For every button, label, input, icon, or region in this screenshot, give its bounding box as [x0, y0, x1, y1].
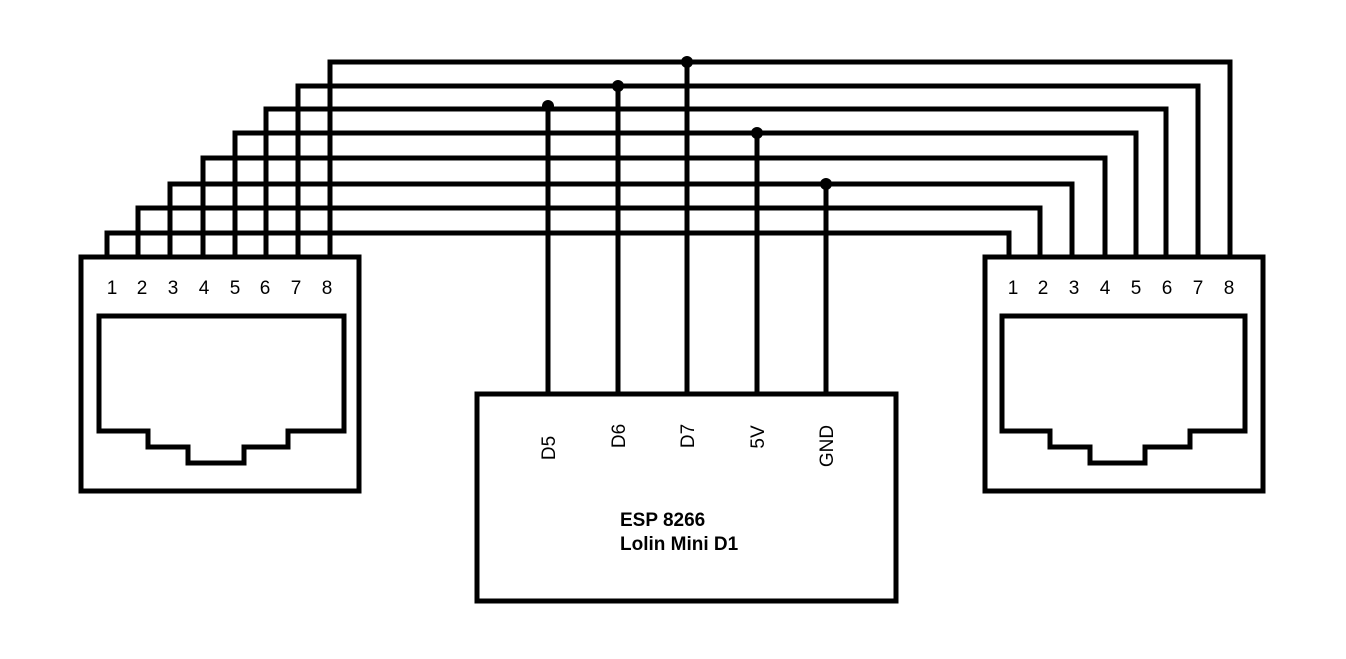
- right-pin-label: 6: [1162, 278, 1173, 299]
- junction-dot-d5: [542, 100, 554, 112]
- left-pin-label: 4: [199, 278, 210, 299]
- left-pin-label: 7: [291, 278, 302, 299]
- left-pin-label: 5: [230, 278, 241, 299]
- module-pin-labels: D5 D6 D7 5V GND: [539, 424, 838, 467]
- wire-pin-2: [135, 205, 1043, 259]
- right-pin-label: 7: [1193, 278, 1204, 299]
- wire-pin-1: [104, 230, 1012, 259]
- junction-dot-d7: [681, 56, 693, 68]
- left-connector-body: [78, 254, 362, 494]
- right-pin-label: 2: [1038, 278, 1049, 299]
- module-title-line1: ESP 8266: [620, 510, 705, 531]
- left-connector-jack-outline: [96, 313, 347, 466]
- right-connector-jack-outline: [999, 313, 1248, 466]
- right-pin-label: 5: [1131, 278, 1142, 299]
- right-connector-pin-labels: 1 2 3 4 5 6 7 8: [1008, 278, 1235, 299]
- right-pin-label: 8: [1224, 278, 1235, 299]
- module-pin-label-d5: D5: [539, 436, 560, 460]
- module-pin-wires: [545, 62, 829, 396]
- cable-wires: [104, 59, 1233, 259]
- left-rj45-connector: 1 2 3 4 5 6 7 8: [78, 254, 362, 494]
- wire-pin-6: [263, 106, 1169, 259]
- right-pin-label: 4: [1100, 278, 1111, 299]
- right-pin-label: 3: [1069, 278, 1080, 299]
- left-connector-pin-labels: 1 2 3 4 5 6 7 8: [107, 278, 333, 299]
- left-pin-label: 8: [322, 278, 333, 299]
- module-pin-label-5v: 5V: [748, 425, 769, 449]
- left-pin-label: 1: [107, 278, 118, 299]
- module-pin-label-d7: D7: [678, 424, 699, 448]
- wire-pin-4: [200, 155, 1108, 259]
- esp8266-module: D5 D6 D7 5V GND ESP 8266 Lolin Mini D1: [474, 56, 899, 604]
- module-title-line2: Lolin Mini D1: [620, 534, 739, 555]
- junction-dot-d6: [612, 80, 624, 92]
- module-pin-label-d6: D6: [609, 424, 630, 448]
- junction-dot-5v: [751, 127, 763, 139]
- right-rj45-connector: 1 2 3 4 5 6 7 8: [982, 254, 1266, 494]
- module-pin-label-gnd: GND: [817, 425, 838, 467]
- left-pin-label: 2: [137, 278, 148, 299]
- wire-pin-7: [295, 83, 1201, 259]
- junction-dot-gnd: [820, 178, 832, 190]
- wire-pin-8: [327, 59, 1233, 259]
- left-pin-label: 3: [168, 278, 179, 299]
- wire-pin-3: [167, 181, 1075, 259]
- left-pin-label: 6: [260, 278, 271, 299]
- right-pin-label: 1: [1008, 278, 1019, 299]
- junction-dots: [542, 56, 832, 190]
- right-connector-body: [982, 254, 1266, 494]
